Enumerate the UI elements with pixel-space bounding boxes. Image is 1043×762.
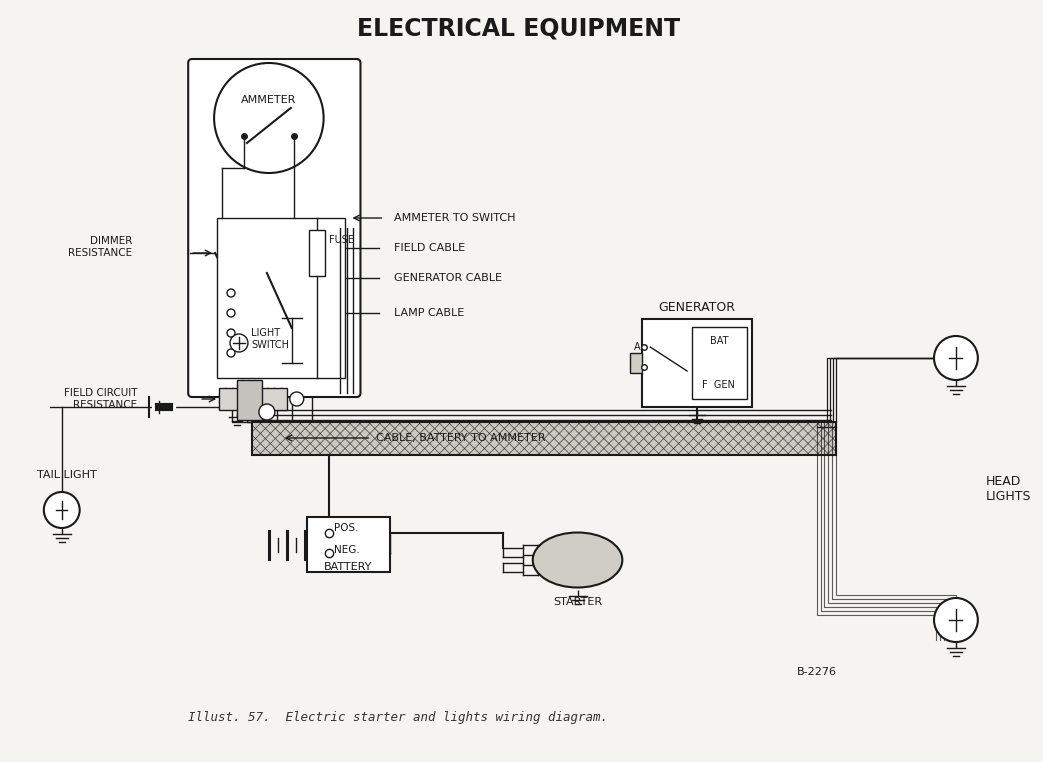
Text: STARTER: STARTER: [553, 597, 602, 607]
Text: FIELD CIRCUIT
RESISTANCE: FIELD CIRCUIT RESISTANCE: [64, 388, 138, 410]
Bar: [252, 422, 836, 455]
Bar: [217, 218, 344, 378]
Text: Illust. 57.  Electric starter and lights wiring diagram.: Illust. 57. Electric starter and lights …: [189, 712, 608, 725]
Text: NEG.: NEG.: [334, 545, 360, 555]
Circle shape: [227, 309, 235, 317]
Bar: [693, 327, 747, 399]
Bar: [307, 517, 390, 572]
Bar: [642, 319, 752, 407]
Text: GENERATOR: GENERATOR: [658, 300, 735, 313]
Circle shape: [259, 404, 274, 420]
Text: AMMETER TO SWITCH: AMMETER TO SWITCH: [394, 213, 516, 223]
Text: FIELD CABLE: FIELD CABLE: [394, 243, 465, 253]
Text: LAMP CABLE: LAMP CABLE: [394, 308, 464, 318]
Bar: [219, 388, 287, 410]
Circle shape: [231, 334, 248, 352]
Text: CABLE, BATTERY TO AMMETER: CABLE, BATTERY TO AMMETER: [377, 433, 545, 443]
Circle shape: [214, 63, 323, 173]
Circle shape: [227, 329, 235, 337]
Bar: [237, 380, 262, 420]
Text: POS.: POS.: [334, 523, 358, 533]
Ellipse shape: [533, 533, 623, 588]
Text: F  GEN: F GEN: [703, 380, 735, 390]
Text: BATTERY: BATTERY: [324, 562, 372, 572]
Circle shape: [44, 492, 79, 528]
Text: AMMETER: AMMETER: [241, 95, 296, 105]
Text: HEAD
LIGHTS: HEAD LIGHTS: [986, 475, 1032, 503]
FancyBboxPatch shape: [188, 59, 361, 397]
Text: F: F: [634, 362, 640, 372]
Text: GENERATOR CABLE: GENERATOR CABLE: [394, 273, 503, 283]
Circle shape: [935, 336, 978, 380]
Text: FUSE: FUSE: [329, 235, 354, 245]
Text: LIGHT
SWITCH: LIGHT SWITCH: [251, 328, 289, 350]
Text: B-2276: B-2276: [797, 667, 836, 677]
Circle shape: [290, 392, 304, 406]
Circle shape: [935, 598, 978, 642]
Bar: [630, 353, 642, 373]
Text: DIMMER
RESISTANCE: DIMMER RESISTANCE: [68, 236, 132, 258]
Text: ELECTRICAL EQUIPMENT: ELECTRICAL EQUIPMENT: [357, 16, 680, 40]
Circle shape: [227, 349, 235, 357]
Text: A: A: [634, 342, 640, 352]
Text: BAT: BAT: [709, 336, 728, 346]
Circle shape: [227, 289, 235, 297]
Text: TAIL LIGHT: TAIL LIGHT: [37, 470, 97, 480]
Bar: [309, 230, 324, 276]
